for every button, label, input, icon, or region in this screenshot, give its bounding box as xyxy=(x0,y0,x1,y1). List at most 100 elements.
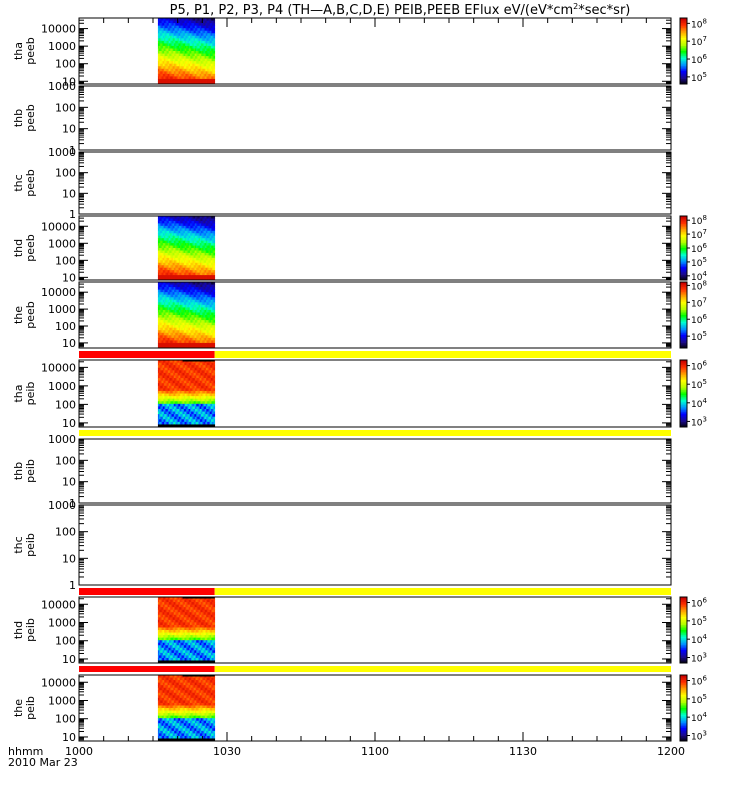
panel-probe-label: tha xyxy=(12,42,25,60)
panel-the-peib: 10 100 1000 10000 the peib 106 105 104 103 xyxy=(12,674,707,744)
panel-thc-peeb: 1 10 100 1000 thc peeb xyxy=(12,146,672,221)
xtick-label: 1200 xyxy=(657,745,685,758)
ytick-label: 100 xyxy=(55,713,76,726)
xtick-label: 1130 xyxy=(509,745,537,758)
colorbar-tick-label: 107 xyxy=(691,228,707,241)
ytick-label: 10000 xyxy=(41,361,76,374)
spectrogram-the-peeb xyxy=(157,282,216,349)
ytick-label: 1000 xyxy=(48,303,76,316)
panel-probe-label: thb xyxy=(12,109,25,127)
xtick-label: 1030 xyxy=(213,745,241,758)
ytick-label: 10000 xyxy=(41,598,76,611)
spectrogram-tha-peib xyxy=(157,360,216,428)
panel-tha-peeb: 10 100 1000 10000 tha peeb 108 107 106 105 xyxy=(12,17,707,88)
panel-product-label: peeb xyxy=(24,169,37,197)
colorbar-tick-label: 106 xyxy=(691,675,707,688)
colorbar-tick-label: 105 xyxy=(691,378,707,391)
panel-probe-label: thd xyxy=(12,621,25,639)
panel-thd-peib: 10 100 1000 10000 thd peib 106 105 104 103 xyxy=(12,596,707,666)
ytick-label: 1000 xyxy=(48,380,76,393)
mode-bar-segment xyxy=(79,588,215,595)
colorbar-tick-label: 106 xyxy=(691,53,707,66)
colorbar-tick-label: 105 xyxy=(691,615,707,628)
colorbar-tick-label: 105 xyxy=(691,256,707,269)
ytick-label: 10 xyxy=(62,187,76,200)
colorbar-tick-label: 103 xyxy=(691,652,707,665)
panel-probe-label: thb xyxy=(12,462,25,480)
panel-product-label: peib xyxy=(24,618,37,642)
ytick-label: 100 xyxy=(55,635,76,648)
ytick-label: 1000 xyxy=(48,616,76,629)
ytick-label: 1000 xyxy=(48,694,76,707)
panel-probe-label: the xyxy=(12,699,25,717)
colorbar-tick-label: 107 xyxy=(691,35,707,48)
ytick-label: 100 xyxy=(55,454,76,467)
colorbar-tick-label: 108 xyxy=(691,17,707,30)
ytick-label: 1000 xyxy=(48,237,76,250)
ytick-label: 100 xyxy=(55,254,76,267)
panel-frame xyxy=(78,85,672,151)
x-axis-label-date: 2010 Mar 23 xyxy=(8,756,78,769)
colorbar-tick-label: 105 xyxy=(691,71,707,84)
colorbar-tha-peeb: 108 107 106 105 xyxy=(679,17,707,85)
ytick-label: 10 xyxy=(62,123,76,136)
panel-probe-label: thc xyxy=(12,174,25,191)
colorbar-tick-label: 104 xyxy=(691,711,707,724)
colorbar-tick-label: 103 xyxy=(691,415,707,428)
mode-bar-segment xyxy=(79,351,215,358)
colorbar-thd-peib: 106 105 104 103 xyxy=(679,596,707,665)
panel-frame xyxy=(78,504,672,586)
panel-probe-label: thd xyxy=(12,239,25,257)
ytick-label: 100 xyxy=(55,101,76,114)
mode-bar-segment xyxy=(79,666,215,672)
ytick-label: 1 xyxy=(69,208,76,221)
ytick-label: 10 xyxy=(62,653,76,666)
mode-bars xyxy=(79,351,671,672)
ytick-label: 1 xyxy=(69,579,76,592)
spectrogram-thd-peib xyxy=(157,597,216,664)
colorbar-the-peib: 106 105 104 103 xyxy=(679,674,707,743)
panel-product-label: peeb xyxy=(24,301,37,329)
ytick-label: 100 xyxy=(55,526,76,539)
panel-thb-peeb: 1 10 100 1000 thb peeb xyxy=(12,80,672,157)
spectrogram-tha-peeb xyxy=(157,18,216,85)
ytick-label: 10 xyxy=(62,271,76,284)
mode-bar-segment xyxy=(79,430,671,436)
colorbar-tick-label: 105 xyxy=(691,330,707,343)
colorbar-tha-peib: 106 105 104 103 xyxy=(679,359,707,428)
panel-frame xyxy=(78,151,672,215)
colorbar-tick-label: 106 xyxy=(691,313,707,326)
panel-product-label: peeb xyxy=(24,104,37,132)
panel-product-label: peib xyxy=(24,533,37,557)
ytick-label: 1000 xyxy=(48,40,76,53)
ytick-label: 10 xyxy=(62,476,76,489)
colorbar-tick-label: 108 xyxy=(691,279,707,292)
colorbar-tick-label: 107 xyxy=(691,296,707,309)
xtick-label: 1100 xyxy=(361,745,389,758)
mode-bar-segment xyxy=(214,666,671,672)
mode-bar-segment xyxy=(214,351,671,358)
colorbar-tick-label: 105 xyxy=(691,693,707,706)
spectrogram-thd-peeb xyxy=(157,216,216,281)
colorbar-tick-label: 103 xyxy=(691,730,707,743)
xtick-label: 1000 xyxy=(65,745,93,758)
panel-frame xyxy=(78,438,672,504)
ytick-label: 10 xyxy=(62,75,76,88)
panel-product-label: peib xyxy=(24,382,37,406)
panel-the-peeb: 10 100 1000 10000 the peeb 108 107 106 105 xyxy=(12,279,707,350)
ytick-label: 100 xyxy=(55,167,76,180)
panel-product-label: peib xyxy=(24,459,37,483)
time-axis: 1000 1030 1100 1130 1200 xyxy=(65,18,685,758)
spectrogram-the-peib xyxy=(157,675,216,742)
ytick-label: 1000 xyxy=(48,146,76,159)
ytick-label: 100 xyxy=(55,320,76,333)
panel-thc-peib: 1 10 100 1000 thc peib xyxy=(12,499,672,592)
colorbar-the-peeb: 108 107 106 105 xyxy=(679,279,707,349)
panel-product-label: peib xyxy=(24,696,37,720)
ytick-label: 1 xyxy=(69,144,76,157)
ytick-label: 100 xyxy=(55,398,76,411)
colorbar-tick-label: 106 xyxy=(691,360,707,373)
